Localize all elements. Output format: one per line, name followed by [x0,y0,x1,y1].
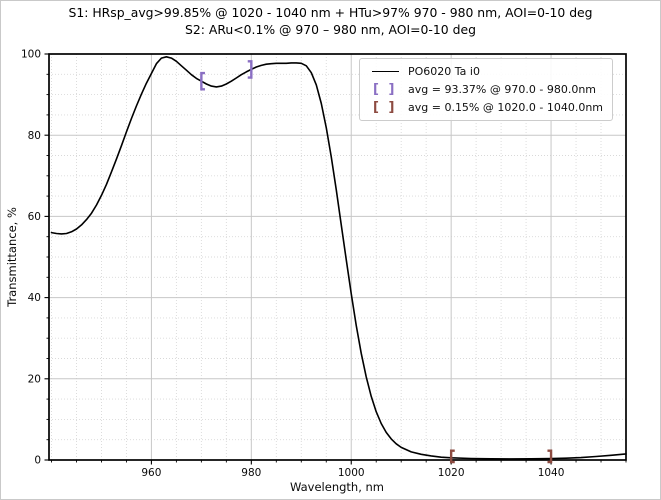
legend-item-label: avg = 93.37% @ 970.0 - 980.0nm [408,83,597,96]
y-tick-label: 20 [28,373,41,385]
range-bracket-open [200,71,205,91]
y-tick-label: 80 [28,130,41,142]
legend-item-label: avg = 0.15% @ 1020.0 - 1040.0nm [408,101,604,114]
x-tick-label: 960 [141,467,161,479]
y-tick-label: 60 [28,211,41,223]
legend-item-avg-970-980: [ ] avg = 93.37% @ 970.0 - 980.0nm [367,81,603,98]
legend-line-sample [367,71,403,72]
legend-item-avg-1020-1040: [ ] avg = 0.15% @ 1020.0 - 1040.0nm [367,99,603,116]
legend-brown-bracket-sample: [ ] [373,100,397,115]
legend-item-label: PO6020 Ta i0 [408,65,480,78]
legend: PO6020 Ta i0 [ ] avg = 93.37% @ 970.0 - … [359,58,614,121]
x-tick-label: 980 [241,467,261,479]
y-axis-label: Transmittance, % [5,207,19,308]
legend-purple-bracket-sample: [ ] [373,82,397,97]
x-axis-label: Wavelength, nm [290,480,384,494]
x-tick-label: 1020 [438,467,465,479]
series-line [50,56,627,460]
legend-item-series: PO6020 Ta i0 [367,63,603,80]
x-tick-label: 1000 [338,467,365,479]
range-bracket-close [547,449,553,464]
x-tick-label: 1040 [538,467,565,479]
range-bracket-close [247,60,253,79]
chart-title-line2: S2: ARu<0.1% @ 970 – 980 nm, AOI=0-10 de… [185,22,476,37]
chart-title-line1: S1: HRsp_avg>99.85% @ 1020 - 1040 nm + H… [68,5,593,20]
y-tick-label: 40 [28,292,41,304]
range-bracket-open [449,449,455,464]
y-tick-label: 0 [34,455,41,467]
y-tick-label: 100 [21,49,41,61]
